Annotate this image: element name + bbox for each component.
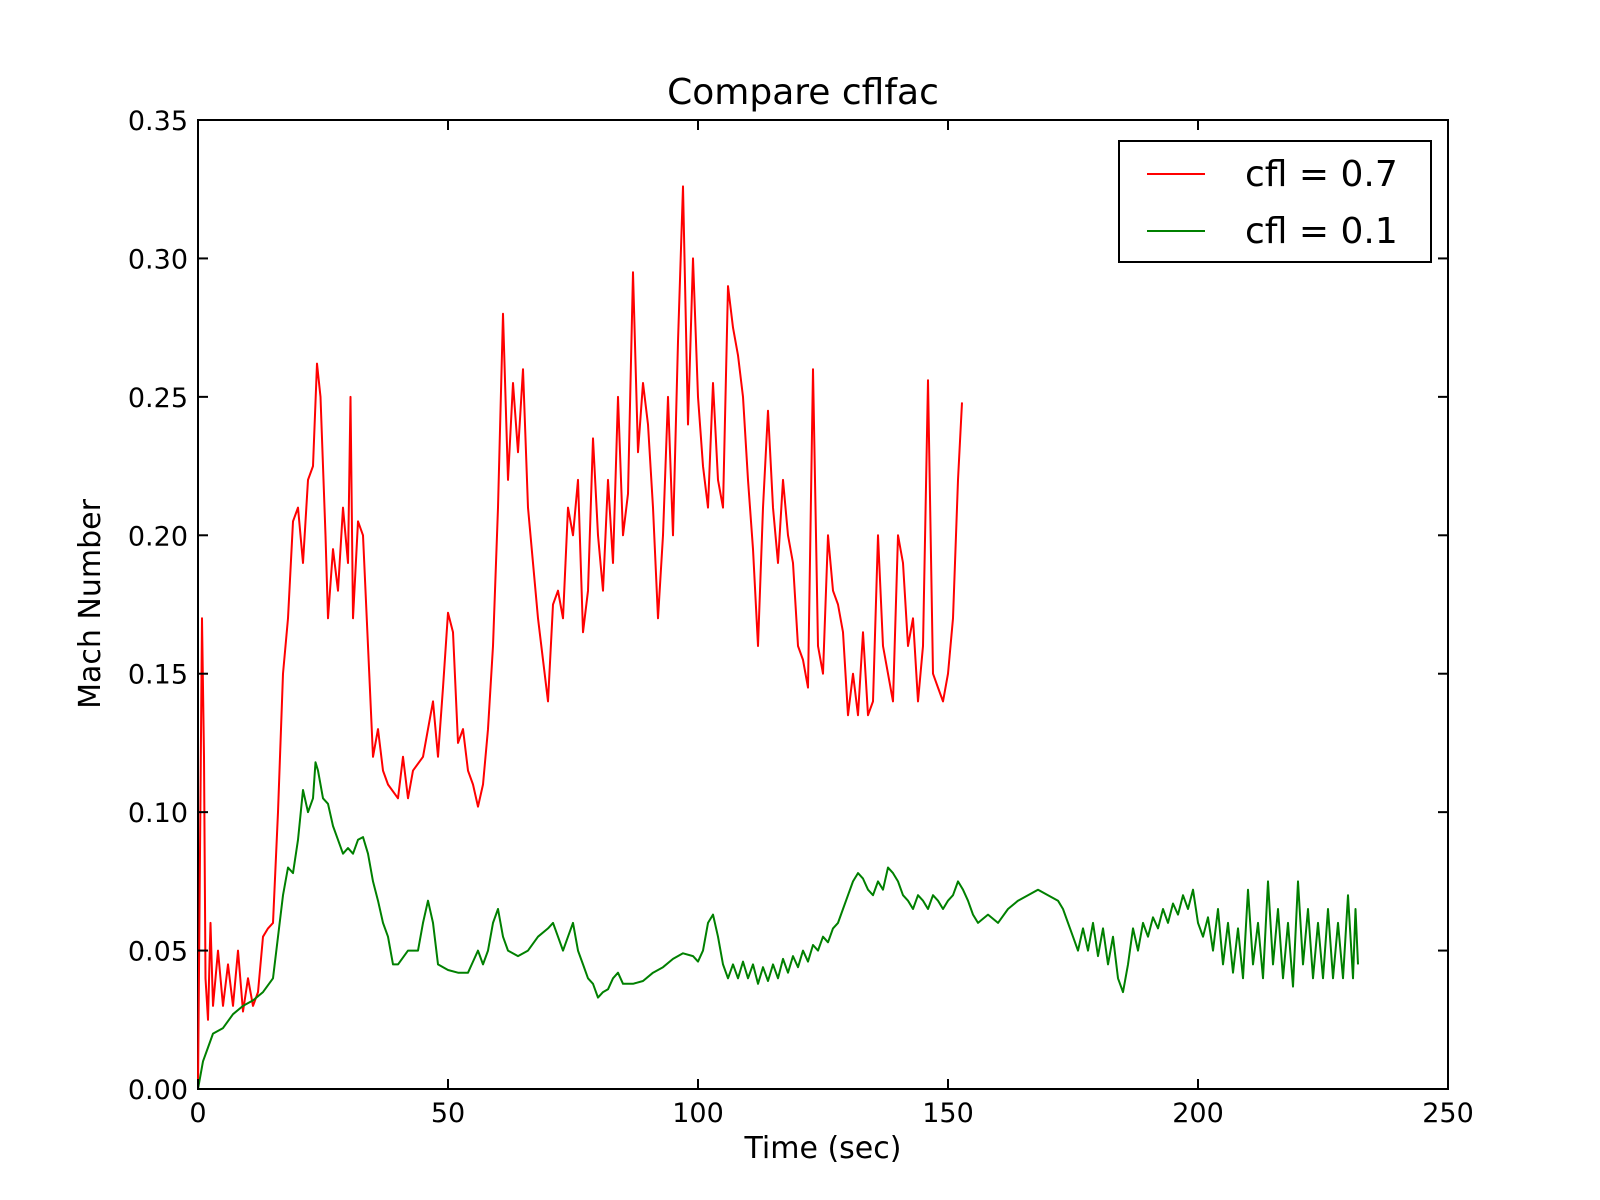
y-tick-label: 0.00 — [128, 1075, 188, 1106]
y-tick-label: 0.05 — [128, 937, 188, 968]
x-tick-label: 200 — [1172, 1098, 1224, 1129]
y-tick-label: 0.15 — [128, 660, 188, 691]
legend-label-cfl-0.7: cfl = 0.7 — [1245, 154, 1398, 195]
plot-frame — [197, 119, 1449, 1090]
y-tick-label: 0.30 — [128, 244, 188, 275]
series-line-0 — [197, 185, 963, 1090]
y-tick-label: 0.35 — [128, 106, 188, 137]
legend-label-cfl-0.1: cfl = 0.1 — [1245, 211, 1398, 252]
legend: cfl = 0.7 cfl = 0.1 — [1118, 140, 1432, 263]
x-tick-label: 150 — [922, 1098, 974, 1129]
ticks-layer: 0 50 100 150 200 250 0.00 0.05 0.10 0.15 0.20 0.25 0… — [128, 106, 1474, 1129]
x-tick-label: 0 — [189, 1098, 206, 1129]
x-tick-label: 100 — [672, 1098, 724, 1129]
x-tick-label: 50 — [431, 1098, 465, 1129]
y-tick-label: 0.20 — [128, 521, 188, 552]
y-tick-label: 0.10 — [128, 798, 188, 829]
chart-title: Compare cflfac — [667, 72, 939, 113]
plot-area: 0 50 100 150 200 250 0.00 0.05 0.10 0.15 0.20 0.25 0… — [128, 106, 1474, 1129]
legend-frame — [1118, 140, 1432, 263]
series-layer — [197, 185, 1359, 1090]
x-axis-label: Time (sec) — [744, 1131, 902, 1166]
series-line-1 — [197, 761, 1359, 1090]
y-axis-label: Mach Number — [73, 498, 108, 708]
x-tick-label: 250 — [1422, 1098, 1474, 1129]
y-tick-label: 0.25 — [128, 383, 188, 414]
